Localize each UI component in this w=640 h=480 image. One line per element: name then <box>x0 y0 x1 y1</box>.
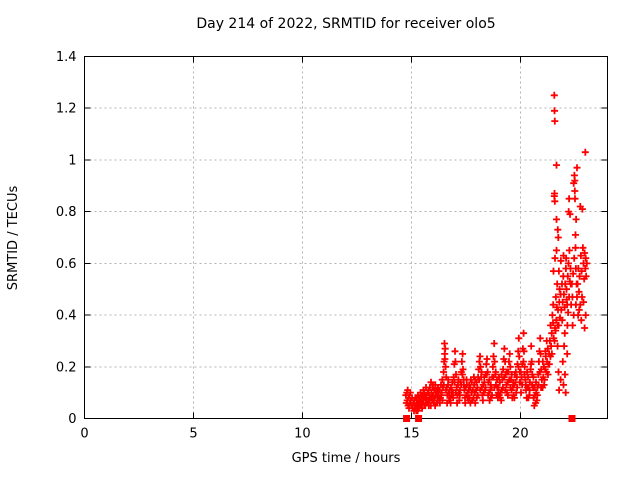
plot-border <box>84 56 608 419</box>
axis-ticks <box>84 56 608 419</box>
x-tick-label: 10 <box>294 427 311 442</box>
y-tick-label: 1.4 <box>56 50 77 65</box>
y-tick-labels: 0 0.2 0.4 0.6 0.8 1 1.2 1.4 <box>56 50 77 427</box>
x-tick-label: 20 <box>512 427 529 442</box>
y-tick-label: 0 <box>68 412 76 427</box>
scatter-square-marker <box>403 415 411 422</box>
y-tick-label: 0.2 <box>56 360 77 375</box>
x-tick-label: 0 <box>80 427 88 442</box>
chart-title: Day 214 of 2022, SRMTID for receiver olo… <box>196 16 495 32</box>
scatter-square-marker <box>415 415 423 422</box>
x-tick-label: 5 <box>189 427 197 442</box>
scatter-plus-markers <box>402 91 591 415</box>
x-axis-label: GPS time / hours <box>292 451 401 466</box>
y-tick-label: 0.6 <box>56 257 77 272</box>
scatter-square-marker <box>568 415 576 422</box>
x-tick-label: 15 <box>403 427 420 442</box>
y-tick-label: 1.2 <box>56 102 77 117</box>
data-points <box>402 91 591 422</box>
y-tick-label: 0.8 <box>56 205 77 220</box>
y-axis-label: SRMTID / TECUs <box>6 186 21 291</box>
y-tick-label: 0.4 <box>56 309 77 324</box>
x-tick-labels: 0 5 10 15 20 <box>80 427 528 442</box>
y-tick-label: 1 <box>68 153 76 168</box>
